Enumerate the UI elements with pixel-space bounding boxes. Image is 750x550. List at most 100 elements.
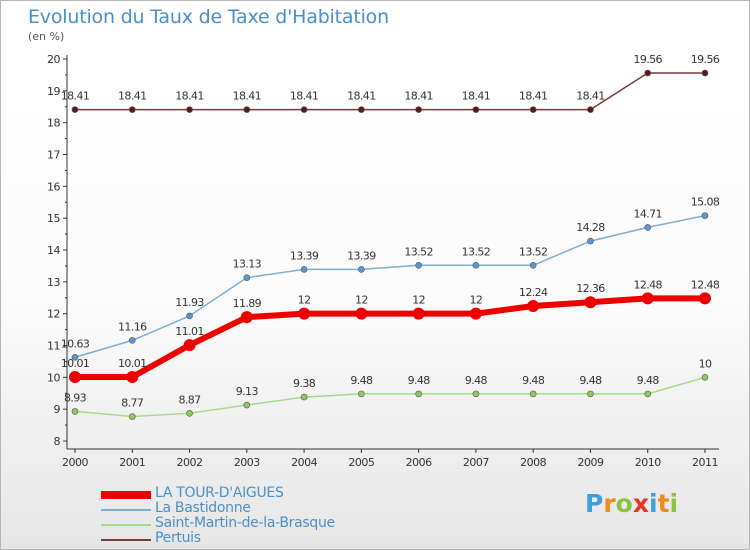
- data-label: 11.01: [175, 325, 204, 338]
- data-label: 10.63: [61, 337, 90, 350]
- data-label: 9.48: [522, 374, 545, 387]
- y-tick-label: 14: [47, 244, 60, 257]
- data-point: [529, 261, 537, 269]
- logo-letter: i: [649, 489, 658, 518]
- data-point: [469, 307, 482, 320]
- series-saint-martin-de-la-brasque: 8.93 8.77 8.87 9.13 9.38 9.48 9.48 9.48 9.48 9.48…: [64, 357, 713, 420]
- data-label: 9.13: [236, 385, 259, 398]
- logo-letter: r: [603, 489, 616, 518]
- series-line: [74, 214, 706, 359]
- data-label: 8.87: [178, 393, 201, 406]
- data-label: 13.52: [462, 245, 491, 258]
- legend-label: LA TOUR-D'AIGUES: [155, 485, 284, 501]
- data-label: 9.38: [293, 377, 316, 390]
- data-label: 13.52: [519, 245, 548, 258]
- data-point: [126, 371, 139, 384]
- data-point: [412, 307, 425, 320]
- data-label: 10.01: [61, 357, 90, 370]
- chart-title: Evolution du Taux de Taxe d'Habitation: [28, 6, 389, 28]
- data-label: 12.48: [633, 278, 662, 291]
- data-point: [472, 106, 480, 113]
- data-label: 13.39: [290, 249, 319, 262]
- data-label: 8.93: [64, 391, 87, 404]
- data-label: 19.56: [633, 53, 662, 66]
- data-point: [699, 292, 711, 305]
- legend-label: La Bastidonne: [155, 500, 251, 516]
- x-tick-label: 2007: [463, 456, 489, 469]
- data-label: 15.08: [691, 196, 720, 209]
- x-tick-label: 2004: [291, 456, 317, 469]
- data-point: [243, 274, 251, 281]
- data-label: 13.39: [347, 249, 376, 262]
- y-tick-label: 13: [47, 276, 60, 289]
- data-point: [701, 212, 709, 219]
- data-label: 11.89: [233, 297, 262, 310]
- data-point: [358, 266, 365, 273]
- logo-letter: t: [657, 489, 670, 518]
- data-point: [300, 106, 308, 113]
- legend-swatch: [101, 490, 151, 499]
- series-pertuis: 18.41 18.41 18.41 18.41 18.41 18.41 18.41 18.41…: [61, 53, 720, 113]
- data-point: [128, 337, 136, 344]
- series-la-tour-d-aigues: 10.01 10.01 11.01 11.89 12 12 12 12 12.24 12.36 12…: [61, 278, 720, 384]
- data-point: [186, 312, 193, 320]
- data-label: 18.41: [347, 90, 376, 103]
- data-label: 13.13: [233, 258, 262, 271]
- data-label: 12.48: [691, 278, 720, 291]
- legend-label: Pertuis: [155, 530, 201, 546]
- data-label: 9.48: [637, 374, 660, 387]
- data-point: [186, 410, 193, 417]
- y-tick-label: 18: [47, 117, 60, 130]
- data-point: [644, 390, 652, 398]
- data-label: 12.24: [519, 286, 548, 299]
- x-tick-label: 2003: [234, 456, 260, 469]
- data-point: [527, 300, 540, 313]
- data-label: 18.41: [233, 90, 262, 103]
- proxiti-logo: Proxiti: [585, 489, 678, 518]
- data-point: [358, 390, 365, 398]
- data-label: 9.48: [350, 374, 373, 387]
- y-tick-label: 19: [47, 85, 60, 98]
- data-point: [69, 371, 81, 384]
- data-point: [415, 261, 422, 269]
- data-label: 18.41: [175, 90, 204, 103]
- data-point: [71, 408, 79, 415]
- data-point: [300, 266, 308, 273]
- data-label: 12.36: [576, 282, 605, 295]
- data-point: [587, 390, 594, 398]
- data-point: [415, 390, 422, 398]
- data-point: [298, 307, 311, 320]
- series-line: [72, 295, 708, 381]
- y-tick-label: 11: [47, 340, 60, 353]
- data-label: 19.56: [691, 53, 720, 66]
- data-point: [243, 401, 251, 409]
- data-point: [128, 106, 136, 113]
- series-line: [74, 376, 706, 418]
- data-point: [358, 106, 365, 113]
- y-tick-label: 8: [54, 435, 61, 448]
- data-label: 12: [412, 294, 425, 307]
- legend-swatch: [101, 508, 151, 511]
- y-tick-label: 20: [47, 53, 60, 66]
- x-tick-label: 2001: [119, 456, 145, 469]
- data-label: 14.71: [633, 207, 662, 220]
- data-point: [644, 69, 652, 77]
- data-point: [641, 292, 654, 305]
- data-point: [644, 224, 652, 231]
- data-point: [186, 106, 193, 113]
- data-point: [584, 296, 597, 309]
- data-point: [355, 307, 368, 320]
- data-point: [472, 390, 480, 398]
- data-label: 18.41: [519, 90, 548, 103]
- data-label: 18.41: [404, 90, 433, 103]
- y-tick-label: 12: [47, 308, 60, 321]
- data-label: 18.41: [462, 90, 491, 103]
- axes: 8 9 10 11 12 13 14 15 16 17 18 19 20 2000 2001 2002 2003…: [47, 53, 719, 469]
- data-label: 10.01: [118, 357, 147, 370]
- data-point: [71, 106, 79, 113]
- data-label: 9.48: [408, 374, 431, 387]
- series-la-bastidonne: 10.63 11.16 11.93 13.13 13.39 13.39 13.52 13.52…: [61, 196, 720, 361]
- data-label: 12: [298, 294, 311, 307]
- x-tick-label: 2008: [520, 456, 546, 469]
